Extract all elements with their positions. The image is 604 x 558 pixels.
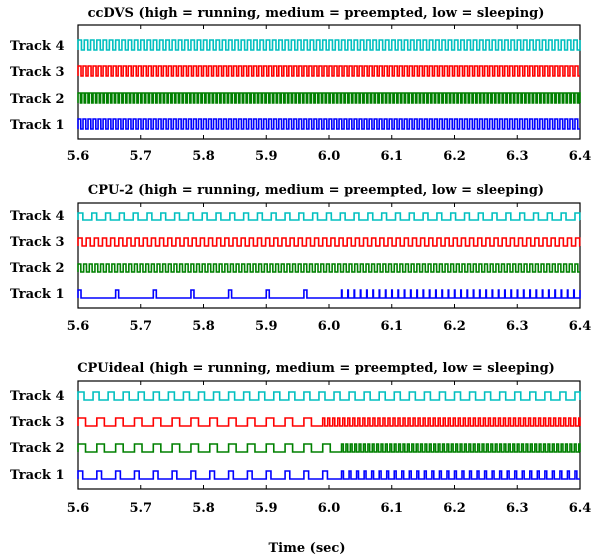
x-tick-label: 6.3 (506, 149, 529, 164)
x-tick-label: 6.4 (569, 319, 592, 334)
x-tick-label: 5.7 (129, 149, 152, 164)
series-track-1 (77, 470, 580, 480)
x-tick-label: 6.3 (506, 319, 529, 334)
x-tick-label: 6.4 (569, 149, 592, 164)
x-tick-label: 5.6 (67, 501, 90, 516)
x-tick-label: 5.7 (129, 319, 152, 334)
series-track-1 (77, 118, 580, 130)
x-tick-label: 5.7 (129, 501, 152, 516)
x-tick-label: 6.2 (443, 501, 466, 516)
x-axis-label: Time (sec) (269, 541, 346, 556)
track-label: Track 3 (10, 235, 65, 250)
series-track-2 (77, 92, 581, 104)
x-tick-label: 5.9 (255, 501, 278, 516)
x-tick-label: 5.8 (192, 319, 215, 334)
x-tick-label: 6.0 (318, 149, 341, 164)
x-tick-label: 5.6 (67, 149, 90, 164)
panel-1-track-labels: Track 4 Track 3 Track 2 Track 1 (10, 209, 65, 302)
x-tick-label: 6.1 (380, 149, 403, 164)
panel-1: 5.6 5.7 5.8 5.9 6.0 6.1 6.2 6.3 6.4 (67, 202, 592, 334)
x-tick-label: 6.2 (443, 149, 466, 164)
x-tick-label: 6.4 (569, 501, 592, 516)
track-label: Track 1 (10, 287, 65, 302)
series-track-3 (77, 65, 580, 77)
track-label: Track 4 (10, 39, 65, 54)
track-label: Track 2 (10, 441, 65, 456)
track-label: Track 4 (10, 389, 65, 404)
track-label: Track 2 (10, 92, 65, 107)
x-tick-label: 5.9 (255, 149, 278, 164)
track-label: Track 4 (10, 209, 65, 224)
track-label: Track 1 (10, 118, 65, 133)
x-tick-label: 5.8 (192, 149, 215, 164)
x-tick-label: 6.0 (318, 501, 341, 516)
panel-2: 5.6 5.7 5.8 5.9 6.0 6.1 6.2 6.3 6.4 (67, 380, 592, 516)
series-track-2 (77, 263, 580, 273)
x-tick-label: 6.0 (318, 319, 341, 334)
track-label: Track 3 (10, 65, 65, 80)
x-tick-label: 5.8 (192, 501, 215, 516)
x-tick-label: 6.1 (380, 319, 403, 334)
series-track-1 (77, 289, 581, 299)
series-track-4 (77, 212, 581, 221)
panel-0: 5.6 5.7 5.8 5.9 6.0 6.1 6.2 6.3 6.4 (67, 24, 592, 164)
series-track-4 (77, 391, 581, 401)
panel-title-cpuideal: CPUideal (high = running, medium = preem… (77, 361, 555, 376)
x-tick-label: 6.2 (443, 319, 466, 334)
track-label: Track 3 (10, 415, 65, 430)
series-track-2 (77, 443, 581, 453)
x-tick-label: 6.1 (380, 501, 403, 516)
panel-2-track-labels: Track 4 Track 3 Track 2 Track 1 (10, 389, 65, 483)
panel-title-ccdvs: ccDVS (high = running, medium = preempte… (88, 6, 545, 21)
series-track-3 (77, 417, 581, 427)
panel-0-track-labels: Track 4 Track 3 Track 2 Track 1 (10, 39, 65, 133)
panel-title-cpu2: CPU-2 (high = running, medium = preempte… (88, 183, 544, 198)
series-track-4 (77, 39, 581, 51)
track-label: Track 2 (10, 261, 65, 276)
x-tick-label: 5.6 (67, 319, 90, 334)
x-tick-label: 5.9 (255, 319, 278, 334)
x-tick-label: 6.3 (506, 501, 529, 516)
track-label: Track 1 (10, 468, 65, 483)
series-track-3 (77, 237, 581, 247)
